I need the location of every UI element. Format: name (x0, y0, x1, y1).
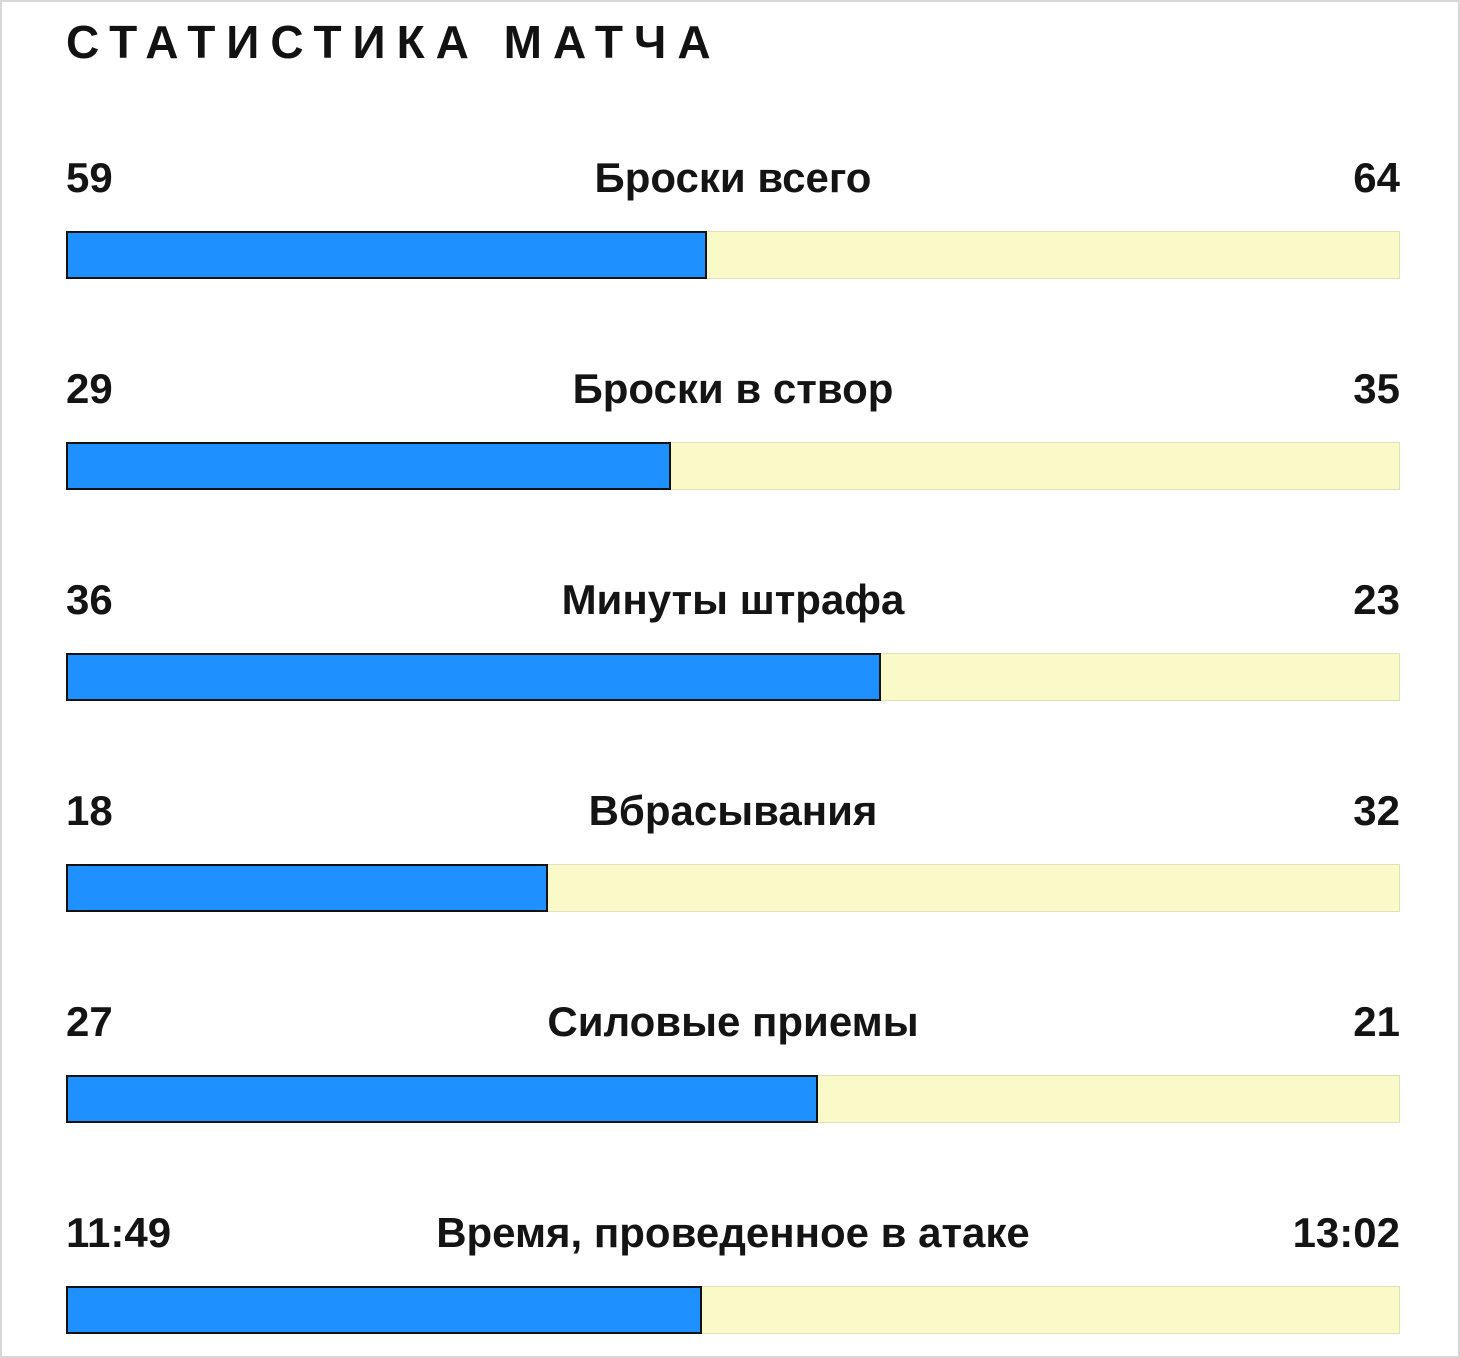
stat-bar-home-fill (66, 231, 708, 279)
stat-bar-home-fill (66, 653, 881, 701)
stat-label: Вбрасывания (588, 787, 878, 834)
stat-bar (66, 1075, 1400, 1123)
stat-label: Время, проведенное в атаке (436, 1209, 1030, 1256)
page-title: СТАТИСТИКА МАТЧА (66, 16, 722, 68)
stat-bar (66, 442, 1400, 490)
stat-bar-home-fill (66, 1286, 703, 1334)
stat-row: 18 Вбрасывания 32 (66, 786, 1400, 912)
stat-row: 59 Броски всего 64 (66, 153, 1400, 279)
stat-label: Броски в створ (572, 365, 894, 412)
stat-label: Минуты штрафа (561, 576, 905, 623)
away-value: 23 (1353, 576, 1400, 623)
away-value: 35 (1353, 365, 1400, 412)
home-value: 29 (66, 365, 113, 412)
stat-bar (66, 864, 1400, 912)
away-value: 64 (1353, 154, 1400, 201)
away-value: 32 (1353, 787, 1400, 834)
stat-bar-home-fill (66, 442, 672, 490)
stat-row: 11:49 Время, проведенное в атаке 13:02 (66, 1208, 1400, 1334)
away-value: 13:02 (1292, 1209, 1400, 1256)
stat-bar-home-fill (66, 1075, 818, 1123)
stat-label: Силовые приемы (547, 998, 919, 1045)
stat-row: 29 Броски в створ 35 (66, 364, 1400, 490)
stat-row: 36 Минуты штрафа 23 (66, 575, 1400, 701)
home-value: 59 (66, 154, 113, 201)
home-value: 27 (66, 998, 113, 1045)
stat-bar (66, 231, 1400, 279)
stat-row: 27 Силовые приемы 21 (66, 997, 1400, 1123)
home-value: 36 (66, 576, 113, 623)
stat-bar (66, 1286, 1400, 1334)
stat-label: Броски всего (594, 154, 872, 201)
home-value: 18 (66, 787, 113, 834)
home-value: 11:49 (66, 1209, 172, 1256)
stat-bar (66, 653, 1400, 701)
away-value: 21 (1353, 998, 1400, 1045)
stat-bar-home-fill (66, 864, 548, 912)
